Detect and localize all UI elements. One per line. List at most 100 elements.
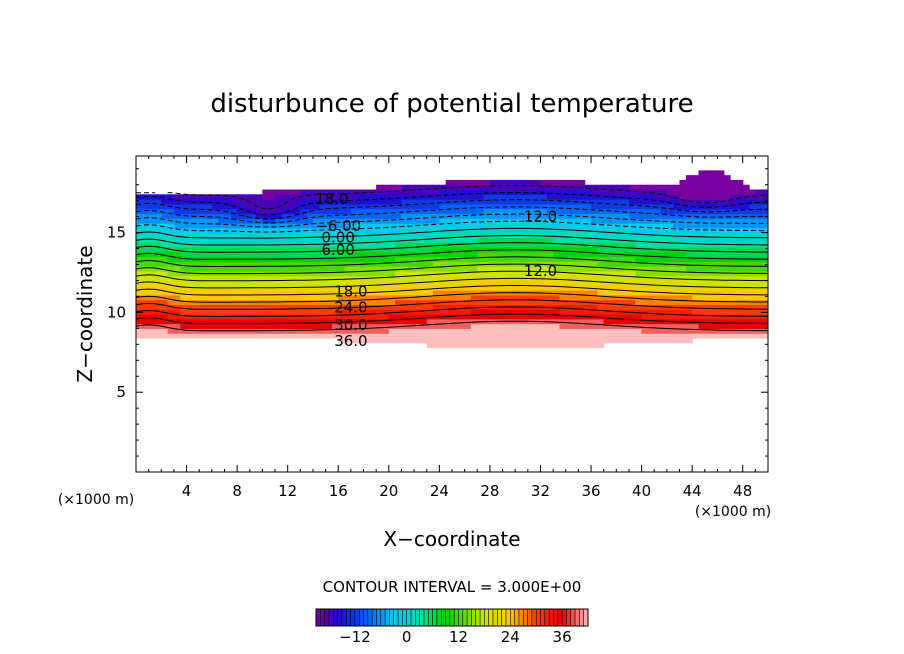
contour-cell <box>749 328 756 334</box>
contour-cell <box>395 232 403 238</box>
contour-cell <box>641 294 649 301</box>
contour-cell <box>679 280 687 286</box>
contour-cell <box>344 199 352 205</box>
contour-cell <box>521 213 529 219</box>
contour-cell <box>452 337 459 344</box>
contour-cell <box>281 223 289 229</box>
contour-cell <box>597 328 605 334</box>
contour-cell <box>641 337 649 344</box>
contour-cell <box>635 194 643 200</box>
contour-cell <box>610 314 617 320</box>
contour-cell <box>287 299 295 306</box>
contour-cell <box>508 328 516 334</box>
contour-cell <box>553 323 561 329</box>
contour-cell <box>597 294 605 301</box>
contour-cell <box>382 328 390 334</box>
contour-cell <box>610 304 617 310</box>
contour-cell <box>173 314 181 320</box>
contour-cell <box>496 333 504 339</box>
contour-cell <box>382 299 390 306</box>
contour-cell <box>572 251 579 258</box>
contour-cell <box>173 194 181 200</box>
contour-cell <box>546 237 554 243</box>
contour-cell <box>401 203 409 210</box>
contour-cell <box>546 203 554 210</box>
colorbar-swatch <box>505 609 511 626</box>
contour-cell <box>382 237 390 243</box>
contour-cell <box>439 275 447 282</box>
contour-cell <box>458 256 466 262</box>
contour-cell <box>534 280 542 286</box>
contour-cell <box>578 261 586 267</box>
contour-cell <box>660 266 668 272</box>
contour-cell <box>154 213 162 219</box>
contour-cell <box>622 227 630 234</box>
contour-cell <box>331 256 339 262</box>
contour-cell <box>344 304 352 310</box>
contour-cell <box>553 309 561 315</box>
contour-cell <box>755 208 763 215</box>
contour-cell <box>559 342 567 349</box>
contour-cell <box>249 203 257 210</box>
contour-cell <box>635 304 643 310</box>
contour-cell <box>508 213 516 219</box>
contour-cell <box>597 237 605 243</box>
contour-cell <box>376 309 384 315</box>
contour-cell <box>749 246 756 253</box>
contour-cell <box>515 199 523 205</box>
contour-cell <box>312 328 320 334</box>
contour-cell <box>527 328 535 334</box>
contour-cell <box>464 314 472 320</box>
contour-cell <box>666 227 674 234</box>
contour-cell <box>407 304 415 310</box>
contour-cell <box>325 270 333 277</box>
contour-cell <box>755 218 763 224</box>
contour-cell <box>154 333 162 339</box>
contour-cell <box>711 318 719 325</box>
contour-cell <box>521 342 529 349</box>
contour-cell <box>395 203 403 210</box>
contour-cell <box>673 246 681 253</box>
contour-cell <box>420 213 428 219</box>
contour-cell <box>186 285 194 291</box>
contour-cell <box>281 213 289 219</box>
contour-cell <box>685 261 693 267</box>
contour-cell <box>679 314 687 320</box>
contour-cell <box>401 275 409 282</box>
contour-cell <box>603 218 611 224</box>
contour-cell <box>357 227 365 234</box>
contour-cell <box>433 242 440 248</box>
contour-cell <box>565 280 573 286</box>
contour-cell <box>161 208 169 215</box>
contour-cell <box>230 294 238 301</box>
contour-cell <box>730 184 737 191</box>
contour-cell <box>439 203 447 210</box>
contour-cell <box>357 280 365 286</box>
contour-cell <box>205 194 213 200</box>
contour-cell <box>654 199 662 205</box>
contour-cell <box>439 213 447 219</box>
contour-cell <box>281 251 289 258</box>
contour-cell <box>268 227 276 234</box>
contour-cell <box>205 208 213 215</box>
contour-cell <box>622 256 630 262</box>
contour-cell <box>357 199 365 205</box>
contour-cell <box>452 342 459 349</box>
contour-cell <box>268 328 276 334</box>
contour-cell <box>180 218 188 224</box>
contour-cell <box>742 199 750 205</box>
contour-cell <box>559 242 567 248</box>
contour-cell <box>275 199 282 205</box>
contour-cell <box>559 218 567 224</box>
contour-cell <box>527 213 535 219</box>
contour-cell <box>597 342 605 349</box>
contour-cell <box>559 237 567 243</box>
colorbar <box>315 608 589 627</box>
contour-cell <box>173 246 181 253</box>
contour-cell <box>521 227 529 234</box>
contour-cell <box>148 328 156 334</box>
contour-cell <box>331 280 339 286</box>
contour-cell <box>445 246 453 253</box>
contour-cell <box>616 270 624 277</box>
contour-cell <box>331 242 339 248</box>
